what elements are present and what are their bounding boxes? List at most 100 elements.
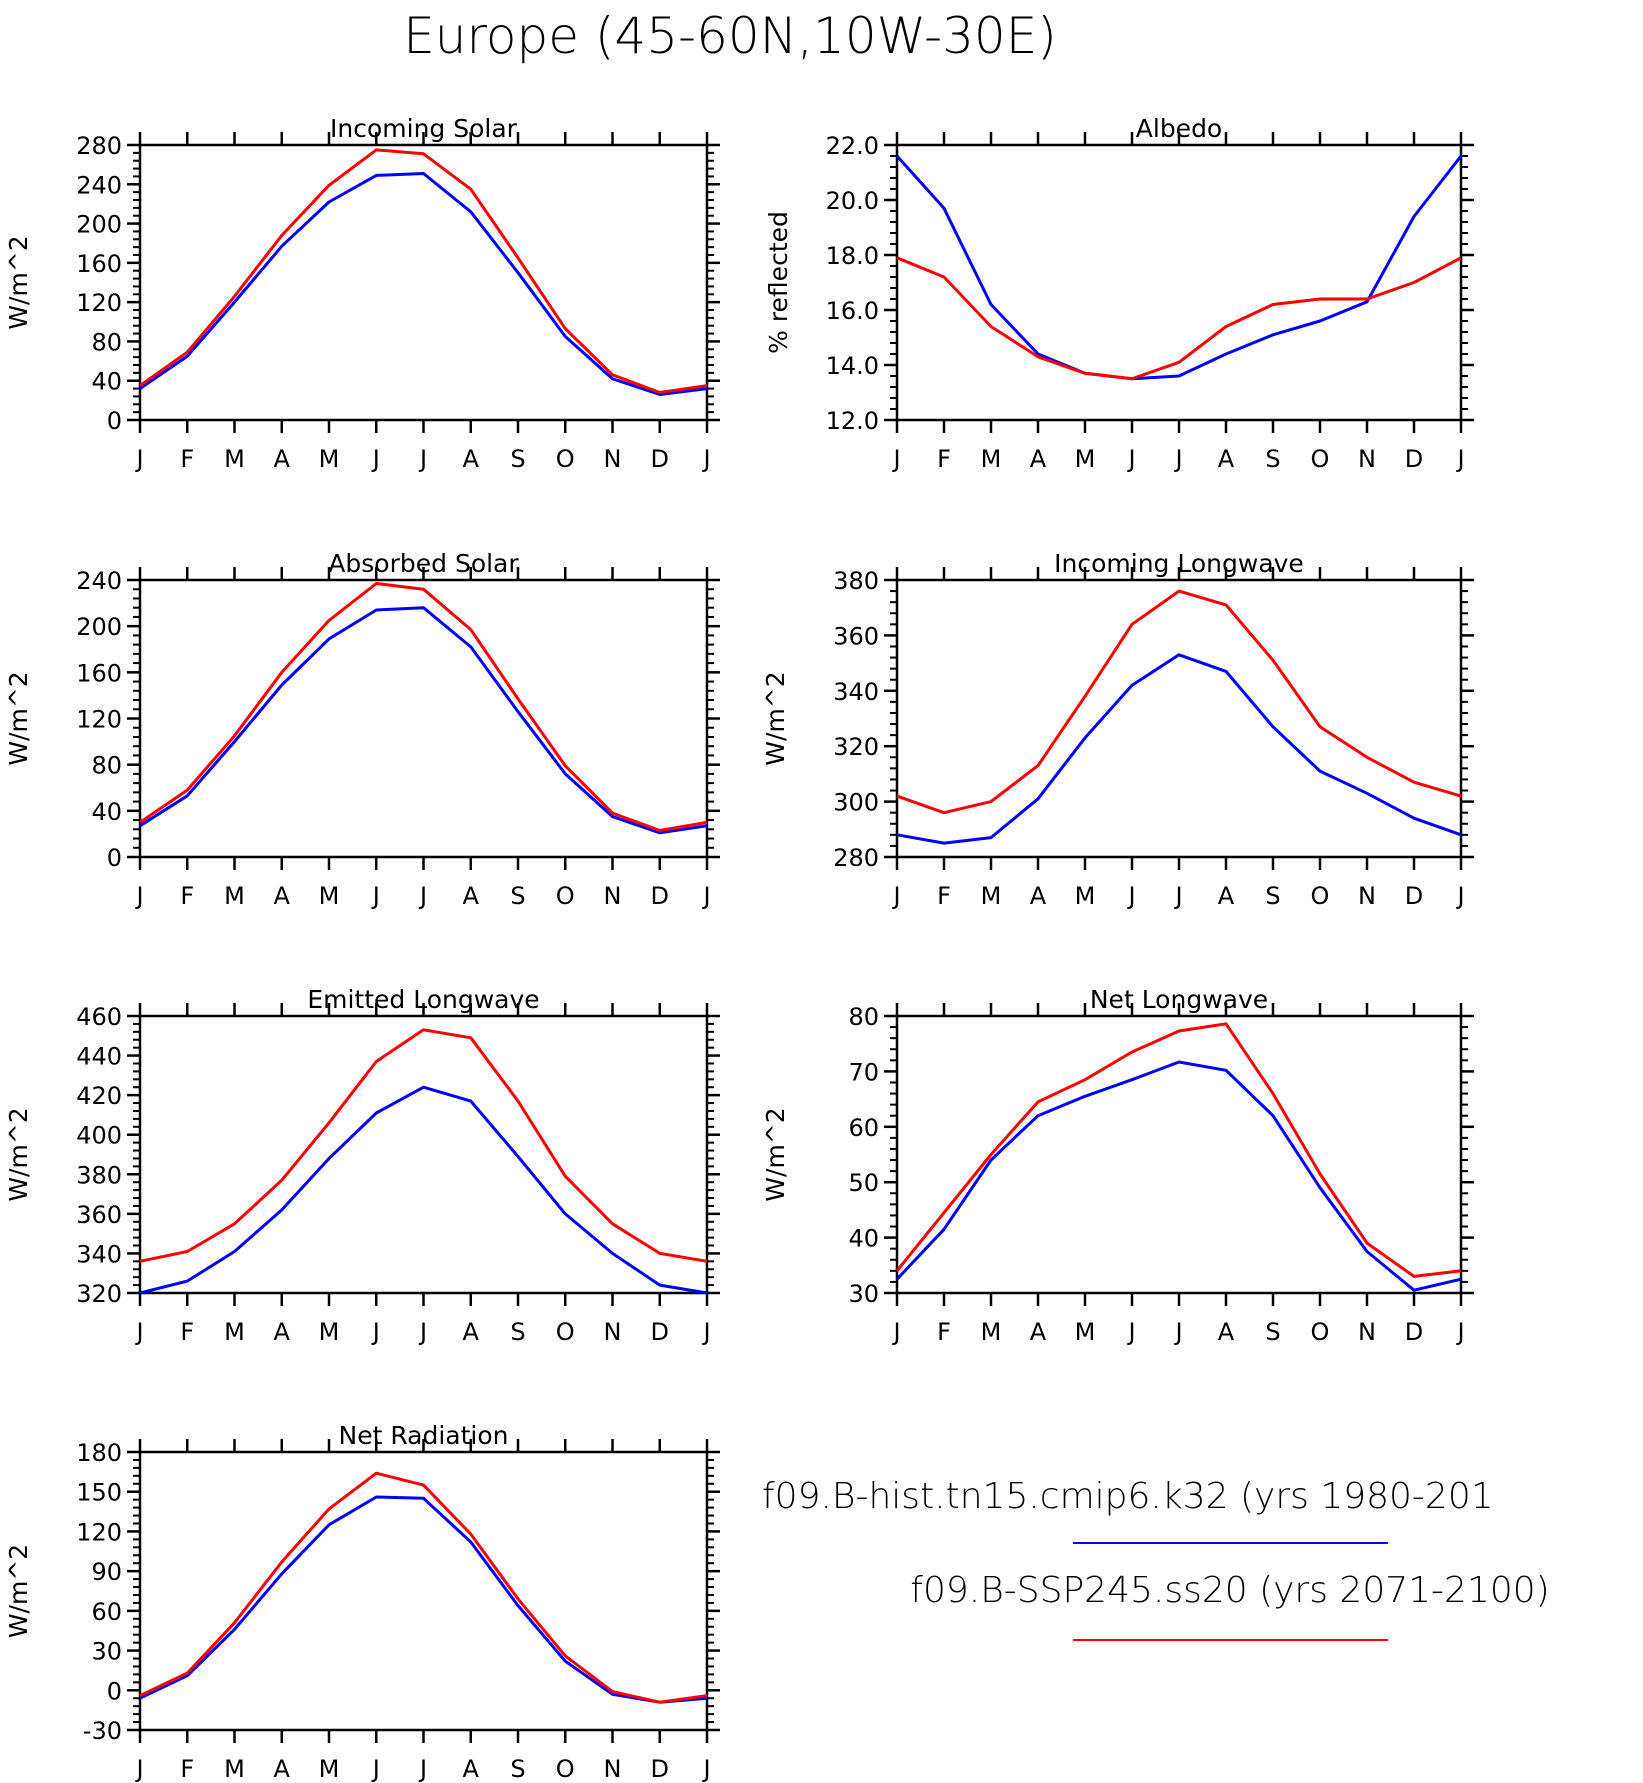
y-tick-label: 320 (76, 1280, 122, 1308)
y-axis-label: W/m^2 (4, 235, 33, 329)
x-tick-label: M (1075, 1318, 1096, 1346)
y-tick-label: 120 (76, 706, 122, 734)
x-tick-label: J (371, 445, 380, 473)
y-tick-label: -30 (83, 1717, 122, 1745)
x-tick-label: S (510, 1318, 525, 1346)
x-tick-label: S (510, 1755, 525, 1783)
x-tick-label: J (701, 1755, 710, 1783)
y-tick-label: 60 (848, 1114, 879, 1142)
x-tick-label: J (418, 1755, 427, 1783)
series-line-1 (895, 1060, 1462, 1292)
x-tick-label: J (418, 1318, 427, 1346)
x-tick-label: J (134, 1755, 143, 1783)
x-tick-label: A (274, 882, 291, 910)
x-tick-label: F (937, 882, 951, 910)
x-tick-label: A (1030, 882, 1047, 910)
series-line-1 (896, 653, 1462, 845)
x-tick-label: A (463, 882, 480, 910)
y-tick-label: 340 (76, 1240, 122, 1268)
y-tick-label: 0 (107, 1677, 122, 1705)
y-tick-label: 80 (91, 328, 122, 356)
y-tick-label: 40 (848, 1225, 879, 1253)
x-tick-label: A (1218, 1318, 1235, 1346)
x-tick-label: M (981, 445, 1002, 473)
y-axis-label: % reflected (764, 211, 793, 354)
y-tick-label: 30 (91, 1638, 122, 1666)
y-tick-label: 200 (76, 613, 122, 641)
x-tick-label: O (556, 1318, 575, 1346)
y-tick-label: 0 (107, 844, 122, 872)
x-tick-label: S (1265, 1318, 1280, 1346)
x-tick-label: N (604, 445, 622, 473)
series-line-1 (139, 1495, 708, 1704)
y-tick-label: 280 (76, 132, 122, 160)
x-tick-label: F (937, 445, 951, 473)
x-tick-label: J (891, 445, 900, 473)
y-tick-label: 300 (833, 789, 879, 817)
x-tick-label: J (1173, 445, 1182, 473)
x-tick-label: N (1358, 445, 1376, 473)
y-axis-label: W/m^2 (761, 671, 790, 765)
x-tick-label: A (1218, 882, 1235, 910)
x-tick-label: J (1455, 882, 1464, 910)
x-tick-label: O (556, 1755, 575, 1783)
x-tick-label: N (604, 882, 622, 910)
x-tick-label: S (1265, 882, 1280, 910)
y-tick-label: 320 (833, 733, 879, 761)
x-tick-label: F (937, 1318, 951, 1346)
y-tick-label: 12.0 (826, 407, 879, 435)
x-tick-label: N (604, 1318, 622, 1346)
y-tick-label: 160 (76, 659, 122, 687)
x-tick-label: N (1358, 1318, 1376, 1346)
series-line-2 (139, 1028, 708, 1263)
x-tick-label: J (701, 882, 710, 910)
x-tick-label: J (418, 882, 427, 910)
y-tick-label: 400 (76, 1122, 122, 1150)
y-tick-label: 14.0 (826, 352, 879, 380)
x-tick-label: O (1311, 882, 1330, 910)
y-tick-label: 70 (848, 1058, 879, 1086)
x-tick-label: S (510, 445, 525, 473)
x-tick-label: D (1405, 445, 1423, 473)
x-tick-label: O (1311, 1318, 1330, 1346)
y-tick-label: 150 (76, 1479, 122, 1507)
y-tick-label: 80 (91, 752, 122, 780)
x-tick-label: A (463, 1318, 480, 1346)
y-tick-label: 280 (833, 844, 879, 872)
x-tick-label: A (274, 1755, 291, 1783)
y-tick-label: 160 (76, 250, 122, 278)
y-tick-label: 40 (91, 368, 122, 396)
y-tick-label: 180 (76, 1439, 122, 1467)
y-tick-label: 340 (833, 678, 879, 706)
x-tick-label: M (224, 445, 245, 473)
y-axis-label: W/m^2 (4, 671, 33, 765)
x-tick-label: A (274, 1318, 291, 1346)
x-tick-label: D (651, 1318, 669, 1346)
series-line-1 (139, 172, 708, 396)
x-tick-label: J (134, 1318, 143, 1346)
x-tick-label: J (1455, 1318, 1464, 1346)
x-tick-label: A (274, 445, 291, 473)
y-tick-label: 80 (848, 1003, 879, 1031)
y-tick-label: 90 (91, 1558, 122, 1586)
series-line-1 (895, 154, 1463, 381)
series-line-1 (139, 606, 708, 835)
x-tick-label: J (701, 1318, 710, 1346)
y-axis-label: W/m^2 (4, 1544, 33, 1638)
y-tick-label: 120 (76, 1518, 122, 1546)
legend-entry-1-label: f09.B-hist.tn15.cmip6.k32 (yrs 1980-201 (762, 1476, 1494, 1517)
x-tick-label: D (651, 445, 669, 473)
x-tick-label: N (1358, 882, 1376, 910)
x-tick-label: A (1218, 445, 1235, 473)
x-tick-label: M (224, 882, 245, 910)
x-tick-label: O (1311, 445, 1330, 473)
x-tick-label: M (319, 1318, 340, 1346)
x-tick-label: M (319, 882, 340, 910)
x-tick-label: O (556, 445, 575, 473)
y-tick-label: 200 (76, 211, 122, 239)
